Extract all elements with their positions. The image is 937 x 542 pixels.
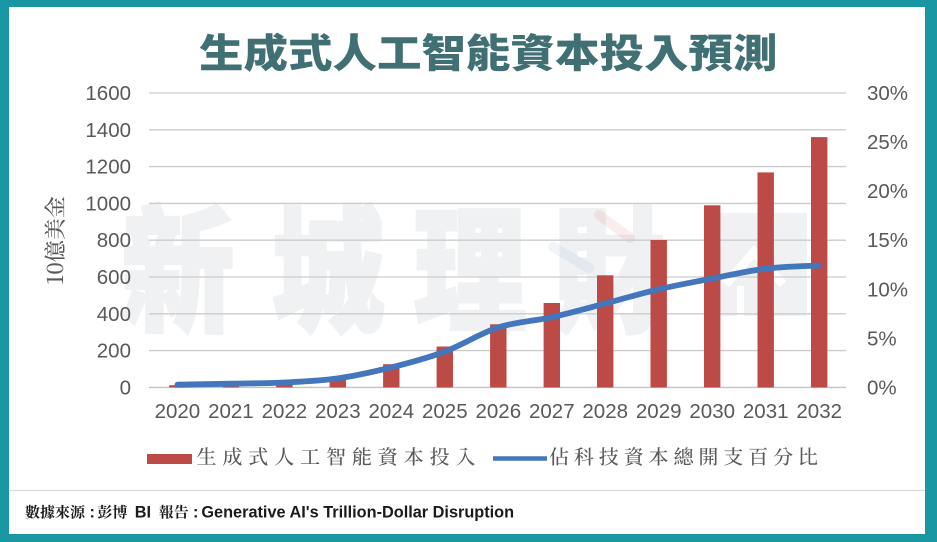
svg-text:Generative AI's Trillion-Dolla: Generative AI's Trillion-Dollar Disrupti…: [201, 504, 514, 522]
svg-text:2024: 2024: [368, 400, 414, 423]
svg-text:800: 800: [97, 229, 131, 252]
svg-text:2031: 2031: [743, 400, 789, 423]
svg-text:5%: 5%: [867, 327, 897, 350]
svg-text:2029: 2029: [636, 400, 682, 423]
svg-text::: :: [193, 504, 198, 522]
svg-text:25%: 25%: [867, 131, 908, 154]
svg-text:1000: 1000: [85, 192, 131, 215]
svg-text:2026: 2026: [475, 400, 521, 423]
svg-text:30%: 30%: [867, 82, 908, 105]
svg-text:2032: 2032: [796, 400, 842, 423]
svg-text:400: 400: [97, 303, 131, 326]
svg-text:0: 0: [120, 376, 131, 399]
svg-text:600: 600: [97, 266, 131, 289]
svg-text:2023: 2023: [315, 400, 361, 423]
svg-text:2021: 2021: [208, 400, 254, 423]
svg-text:1200: 1200: [85, 156, 131, 179]
svg-text:10%: 10%: [867, 278, 908, 301]
svg-text:2025: 2025: [422, 400, 468, 423]
svg-text:BI: BI: [135, 504, 151, 522]
svg-text:1600: 1600: [85, 82, 131, 105]
svg-text:0%: 0%: [867, 376, 897, 399]
svg-text:2020: 2020: [155, 400, 201, 423]
svg-text:2030: 2030: [689, 400, 735, 423]
svg-text:2028: 2028: [582, 400, 628, 423]
svg-text:2022: 2022: [262, 400, 308, 423]
svg-text:20%: 20%: [867, 180, 908, 203]
svg-text:1400: 1400: [85, 119, 131, 142]
svg-text:2027: 2027: [529, 400, 575, 423]
svg-text:200: 200: [97, 340, 131, 363]
svg-text::: :: [90, 504, 95, 522]
svg-text:15%: 15%: [867, 229, 908, 252]
